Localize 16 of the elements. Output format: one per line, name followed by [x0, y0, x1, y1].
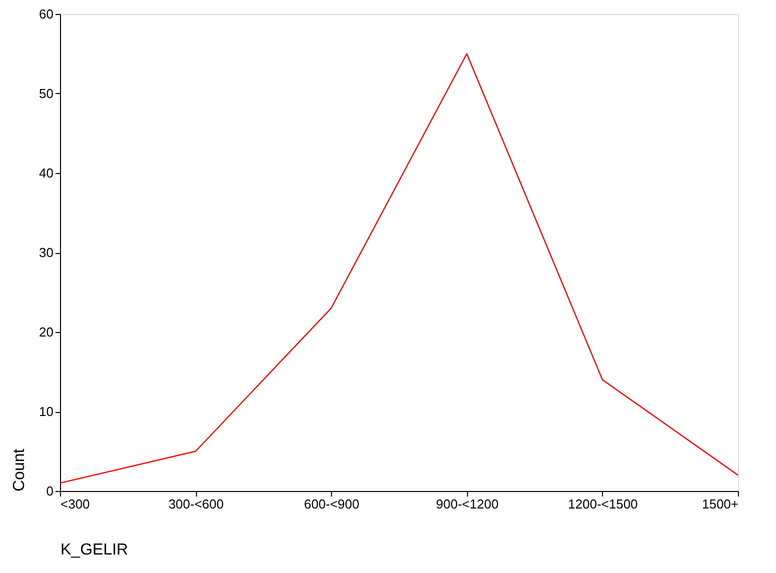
x-tick-label: 300-<600 [168, 496, 224, 512]
y-tick-label: 0 [46, 484, 54, 498]
y-tick-label: 60 [39, 6, 54, 22]
y-tick-label: 50 [39, 86, 54, 101]
y-tick-label: 40 [39, 166, 54, 180]
x-tick-label: <300 [60, 496, 90, 512]
x-tick-label: 1500+ [702, 496, 738, 512]
y-axis-title: Count [11, 448, 28, 492]
y-tick-label: 30 [39, 245, 54, 260]
x-tick-label: 600-<900 [304, 496, 360, 512]
x-tick-label: 1200-<1500 [568, 496, 638, 512]
line-series [59, 53, 739, 484]
y-tick-label: 10 [39, 404, 54, 419]
y-tick-label: 20 [39, 324, 54, 340]
x-tick-label: 900-<1200 [436, 496, 499, 512]
x-axis-title: K_GELIR [60, 542, 128, 558]
